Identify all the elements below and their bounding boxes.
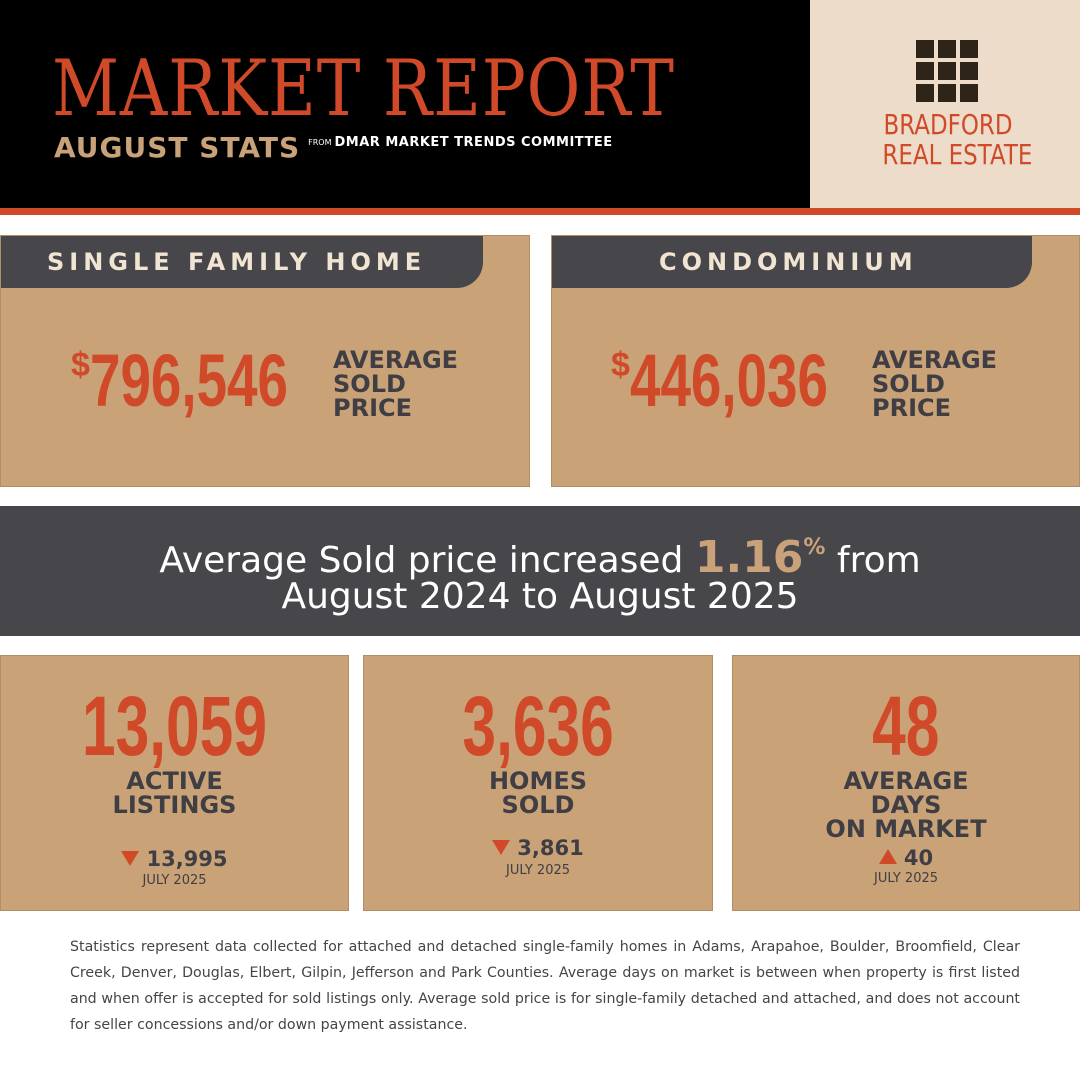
header-panel	[0, 0, 810, 208]
subtitle-row: AUGUST STATS FROM DMAR MARKET TRENDS COM…	[54, 132, 613, 164]
stat-label-line: HOMES	[488, 767, 588, 795]
stat-previous-value: 3,861	[517, 836, 584, 860]
single-family-price-value: 796,546	[89, 339, 288, 422]
stat-previous-period: JULY 2025	[873, 871, 939, 886]
caption-line: AVERAGE	[872, 346, 998, 374]
currency-symbol: $	[71, 346, 90, 384]
methodology-footnote: Statistics represent data collected for …	[70, 939, 1020, 1033]
condo-price: $ 446,036	[611, 344, 897, 418]
stat-value: 48	[733, 684, 1079, 768]
stat-previous-value: 40	[903, 846, 934, 870]
stat-card-days-on-market: 48 AVERAGE DAYS ON MARKET 40 JULY 2025	[732, 655, 1080, 911]
stat-previous-period: JULY 2025	[142, 873, 207, 888]
stat-label: AVERAGE DAYS ON MARKET	[733, 769, 1079, 841]
caption-line: SOLD	[333, 370, 406, 398]
stat-label-line: ACTIVE	[126, 767, 223, 795]
stat-label: ACTIVE LISTINGS	[1, 769, 348, 817]
company-logo: BRADFORD REAL ESTATE	[882, 108, 1033, 171]
stat-value: 13,059	[1, 684, 348, 768]
condo-price-caption: AVERAGE SOLD PRICE	[872, 348, 997, 420]
single-family-card: SINGLE FAMILY HOME $ 796,546 AVERAGE SOL…	[0, 235, 530, 487]
stat-card-homes-sold: 3,636 HOMES SOLD 3,861 JULY 2025	[363, 655, 713, 911]
banner-percent-sign: %	[803, 535, 826, 560]
single-family-price: $ 796,546	[71, 344, 357, 418]
caption-line: SOLD	[872, 370, 945, 398]
stat-label-line: SOLD	[501, 791, 575, 819]
triangle-down-icon	[121, 851, 140, 866]
report-source: DMAR MARKET TRENDS COMMITTEE	[334, 135, 613, 150]
header-divider	[0, 208, 1080, 215]
condo-card: CONDOMINIUM $ 446,036 AVERAGE SOLD PRICE	[551, 235, 1080, 487]
stat-previous: 13,995	[1, 848, 348, 870]
stat-previous: 40	[733, 847, 1079, 869]
source-prefix: FROM	[308, 138, 332, 147]
condo-tab	[552, 236, 1032, 288]
banner-line-2: August 2024 to August 2025	[281, 576, 799, 617]
window-grid-icon	[916, 40, 978, 102]
stat-card-active-listings: 13,059 ACTIVE LISTINGS 13,995 JULY 2025	[0, 655, 349, 911]
condo-price-value: 446,036	[629, 339, 828, 422]
caption-line: PRICE	[872, 394, 952, 422]
stat-previous: 3,861	[364, 837, 712, 859]
logo-panel	[810, 0, 1080, 208]
stat-label-line: AVERAGE	[843, 767, 969, 795]
logo-line-1: BRADFORD	[883, 108, 1013, 141]
triangle-up-icon	[878, 849, 897, 864]
stat-label-line: DAYS	[870, 791, 942, 819]
page-title: MARKET REPORT	[52, 44, 675, 134]
report-subtitle: AUGUST STATS	[54, 131, 301, 164]
triangle-down-icon	[492, 840, 511, 855]
single-family-price-caption: AVERAGE SOLD PRICE	[333, 348, 458, 420]
currency-symbol: $	[611, 346, 630, 384]
stat-value: 3,636	[364, 684, 712, 768]
stat-label-line: ON MARKET	[825, 815, 987, 843]
banner-line-1: Average Sold price increased 1.16% from	[0, 532, 1080, 583]
stat-previous-period: JULY 2025	[505, 863, 571, 878]
stat-previous-value: 13,995	[146, 847, 228, 871]
stat-value-text: 13,059	[82, 679, 267, 773]
banner-text-after: from	[825, 540, 921, 581]
condo-heading: CONDOMINIUM	[659, 248, 918, 276]
single-family-tab	[1, 236, 483, 288]
stat-value-text: 48	[872, 679, 940, 773]
logo-line-2: REAL ESTATE	[882, 138, 1033, 171]
caption-line: PRICE	[333, 394, 413, 422]
stat-value-text: 3,636	[462, 679, 614, 773]
banner-text-before: Average Sold price increased	[159, 540, 695, 581]
stat-label-line: LISTINGS	[112, 791, 237, 819]
banner-percent: 1.16	[694, 532, 804, 583]
price-change-banner: Average Sold price increased 1.16% from …	[0, 506, 1080, 636]
caption-line: AVERAGE	[333, 346, 459, 374]
single-family-heading: SINGLE FAMILY HOME	[47, 248, 427, 276]
stat-label: HOMES SOLD	[364, 769, 712, 817]
